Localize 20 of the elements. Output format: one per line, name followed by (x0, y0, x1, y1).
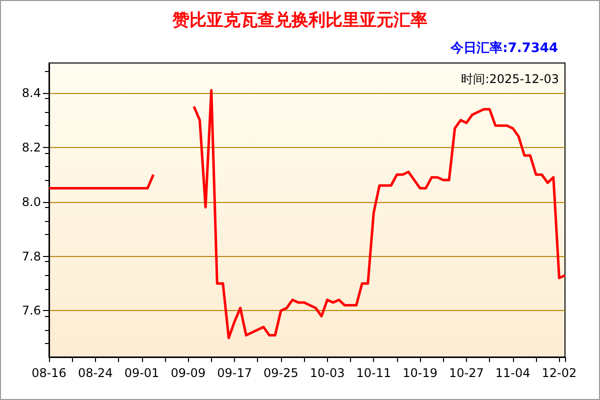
x-tick-label: 09-01 (124, 366, 160, 380)
y-tick-label: 8.0 (22, 194, 41, 209)
annotation: 时间:2025-12-03 (461, 72, 559, 86)
y-tick-label: 8.4 (22, 86, 41, 100)
x-tick-label: 10-11 (356, 366, 392, 380)
x-tick-label: 08-16 (32, 366, 66, 380)
chart-title: 赞比亚克瓦查兑换利比里亚元汇率 (172, 10, 428, 30)
y-tick-label: 7.8 (22, 249, 41, 264)
x-tick-label: 11-04 (495, 366, 530, 380)
x-tick-label: 10-03 (310, 366, 345, 380)
x-tick-label: 09-09 (170, 366, 206, 380)
y-tick-label: 8.2 (22, 140, 41, 154)
x-tick-label: 12-02 (542, 366, 577, 380)
chart-subtitle: 今日汇率:7.7344 (450, 40, 558, 56)
x-tick-label: 09-25 (263, 366, 298, 380)
x-tick-label: 10-19 (402, 366, 438, 380)
x-tick-label: 08-24 (78, 366, 113, 380)
x-tick-label: 09-17 (217, 366, 252, 380)
x-tick-label: 10-27 (449, 366, 484, 380)
y-tick-label: 7.6 (22, 304, 41, 318)
